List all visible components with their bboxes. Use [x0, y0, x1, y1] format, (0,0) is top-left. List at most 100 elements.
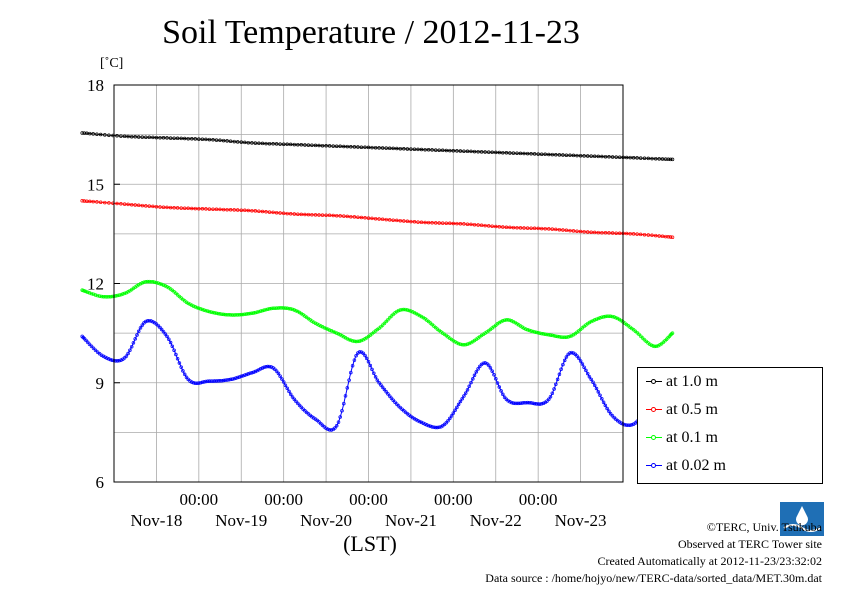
series-marker-0: [653, 156, 658, 161]
series-marker-1: [571, 229, 576, 233]
series-marker-3: [274, 369, 279, 373]
series-marker-0: [281, 142, 286, 146]
series-marker-1: [190, 206, 194, 211]
series-marker-1: [320, 213, 325, 217]
series-marker-3: [230, 377, 235, 381]
series-marker-3: [212, 379, 217, 383]
series-marker-2: [396, 308, 401, 313]
series-marker-2: [154, 280, 159, 285]
series-marker-3: [550, 391, 555, 395]
series-marker-1: [522, 226, 526, 230]
series-marker-3: [603, 403, 608, 408]
series-marker-3: [91, 346, 96, 351]
series-marker-2: [255, 310, 259, 314]
series-marker-1: [380, 217, 385, 222]
series-marker-1: [260, 209, 265, 214]
series-marker-1: [186, 206, 190, 211]
series-marker-0: [469, 149, 473, 154]
series-marker-2: [87, 291, 92, 295]
series-marker-2: [159, 282, 164, 287]
series-marker-0: [175, 136, 180, 141]
series-marker-3: [357, 350, 362, 354]
series-marker-2: [108, 294, 113, 299]
series-marker-0: [243, 140, 247, 145]
series-marker-2: [463, 342, 468, 347]
series-marker-0: [317, 143, 321, 148]
series-marker-1: [539, 226, 544, 231]
series-marker-3: [329, 428, 334, 432]
series-marker-0: [448, 148, 452, 153]
series-marker-0: [338, 144, 342, 149]
series-marker-1: [370, 216, 374, 221]
series-marker-3: [184, 375, 189, 379]
series-marker-1: [476, 223, 480, 227]
series-marker-2: [202, 308, 206, 312]
legend: at 1.0 m at 0.5 m at 0.1 m at 0.02 m: [637, 367, 823, 484]
series-marker-2: [260, 308, 265, 313]
series-marker-0: [320, 143, 325, 148]
series-marker-2: [568, 334, 572, 339]
series-marker-1: [285, 211, 289, 216]
series-marker-1: [550, 227, 555, 231]
series-marker-3: [119, 358, 123, 362]
series-marker-2: [532, 330, 537, 334]
series-marker-3: [456, 402, 461, 407]
series-marker-0: [356, 145, 360, 149]
series-marker-3: [370, 367, 374, 372]
series-marker-3: [511, 401, 516, 405]
series-marker-3: [518, 401, 523, 405]
series-marker-1: [88, 199, 92, 204]
series-marker-1: [430, 221, 434, 225]
series-marker-0: [550, 152, 555, 157]
series-marker-1: [373, 216, 378, 221]
series-marker-3: [363, 353, 367, 358]
series-marker-3: [596, 390, 601, 394]
series-marker-2: [124, 290, 129, 295]
series-marker-3: [458, 399, 463, 404]
series-marker-1: [532, 226, 537, 231]
series-marker-0: [158, 135, 162, 140]
series-marker-3: [124, 354, 129, 358]
series-marker-2: [403, 307, 408, 312]
series-marker-0: [133, 135, 137, 139]
series-marker-2: [122, 291, 127, 296]
series-marker-1: [444, 221, 449, 225]
series-marker-2: [531, 329, 535, 334]
x-tick-date-label: Nov-22: [470, 511, 522, 530]
series-marker-1: [200, 207, 205, 211]
series-marker-0: [564, 153, 569, 157]
series-marker-2: [198, 307, 203, 311]
series-marker-1: [257, 209, 261, 213]
series-marker-2: [547, 333, 551, 337]
series-marker-3: [280, 377, 284, 381]
series-marker-3: [531, 401, 535, 405]
series-marker-0: [154, 135, 159, 140]
series-marker-2: [147, 279, 152, 284]
series-marker-3: [628, 423, 632, 427]
series-marker-1: [486, 224, 491, 228]
series-marker-1: [440, 221, 445, 225]
series-marker-1: [525, 226, 530, 230]
series-marker-2: [598, 316, 602, 320]
series-marker-1: [557, 227, 562, 232]
series-marker-3: [577, 356, 581, 361]
series-marker-2: [345, 336, 350, 341]
series-marker-2: [232, 313, 236, 317]
series-marker-2: [243, 312, 247, 317]
series-marker-2: [276, 306, 281, 310]
series-marker-3: [578, 359, 583, 363]
series-marker-2: [264, 307, 268, 312]
series-marker-0: [126, 134, 130, 139]
series-marker-3: [239, 374, 244, 379]
series-marker-3: [513, 401, 517, 406]
series-marker-3: [285, 386, 289, 391]
series-marker-3: [244, 372, 249, 377]
series-marker-0: [257, 141, 261, 146]
series-marker-3: [129, 344, 134, 349]
series-marker-3: [483, 361, 487, 365]
series-marker-3: [467, 384, 471, 389]
series-marker-2: [197, 306, 201, 311]
series-marker-2: [188, 302, 192, 307]
series-marker-0: [508, 151, 512, 155]
series-marker-1: [246, 208, 251, 213]
